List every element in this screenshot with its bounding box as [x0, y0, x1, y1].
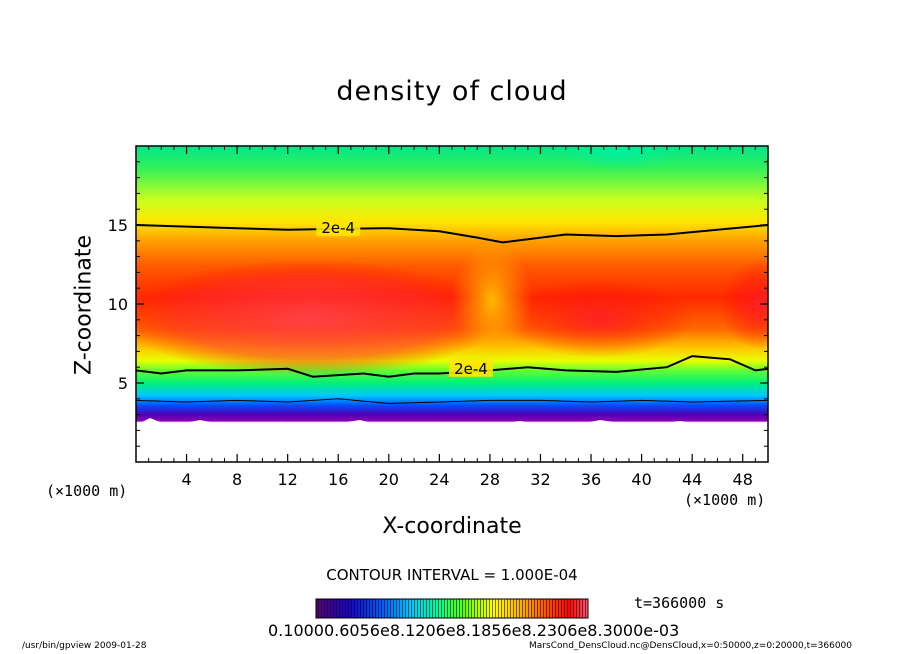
- colorbar: [315, 598, 589, 619]
- x-tick-label: 48: [733, 470, 753, 489]
- contour-label-upper: 2e-4: [321, 219, 355, 237]
- footer-right: MarsCond_DensCloud.nc@DensCloud,x=0:5000…: [529, 641, 852, 651]
- contour-upper: [135, 224, 769, 244]
- x-tick-label: 12: [278, 470, 298, 489]
- chart-title: density of cloud: [336, 76, 568, 107]
- contour-label-bg: [448, 358, 493, 377]
- x-unit-right: (×1000 m): [684, 491, 766, 509]
- colorbar-stripes: [316, 599, 588, 618]
- x-tick-label: 44: [682, 470, 702, 489]
- contour-label-lower: 2e-4: [454, 360, 488, 378]
- y-tick-label: 15: [108, 216, 128, 235]
- colorbar-labels: 0.10000.6056e8.1206e8.1856e8.2306e8.3000…: [268, 621, 680, 640]
- x-tick-label: 8: [232, 470, 242, 489]
- x-tick-label: 40: [631, 470, 651, 489]
- time-label: t=366000 s: [634, 594, 725, 612]
- footer-left: /usr/bin/gpview 2009-01-28: [22, 641, 147, 651]
- x-tick-label: 36: [581, 470, 601, 489]
- colorbar-frame: [315, 598, 589, 619]
- x-axis-ticks: 4 8 12 16 20 24 28 32 36 40 44 48: [148, 146, 756, 489]
- x-tick-label: 24: [429, 470, 449, 489]
- x-unit-left: (×1000 m): [46, 482, 128, 500]
- y-tick-label: 10: [108, 295, 128, 314]
- x-tick-label: 32: [530, 470, 550, 489]
- x-tick-label: 20: [379, 470, 399, 489]
- contour-label-bg: [316, 218, 361, 237]
- x-tick-label: 16: [328, 470, 348, 489]
- contour-near-surface: [135, 398, 769, 405]
- y-axis-label: Z-coordinate: [71, 235, 97, 375]
- contour-lines: 2e-4 2e-4: [135, 218, 769, 405]
- density-field: [136, 146, 768, 462]
- contour-interval-label: CONTOUR INTERVAL = 1.000E-04: [326, 566, 578, 584]
- x-axis-label: X-coordinate: [382, 514, 522, 539]
- x-tick-label: 28: [480, 470, 500, 489]
- plot-frame: [135, 145, 769, 463]
- contour-lower: [135, 355, 769, 378]
- x-tick-label: 4: [181, 470, 191, 489]
- y-tick-label: 5: [118, 374, 128, 393]
